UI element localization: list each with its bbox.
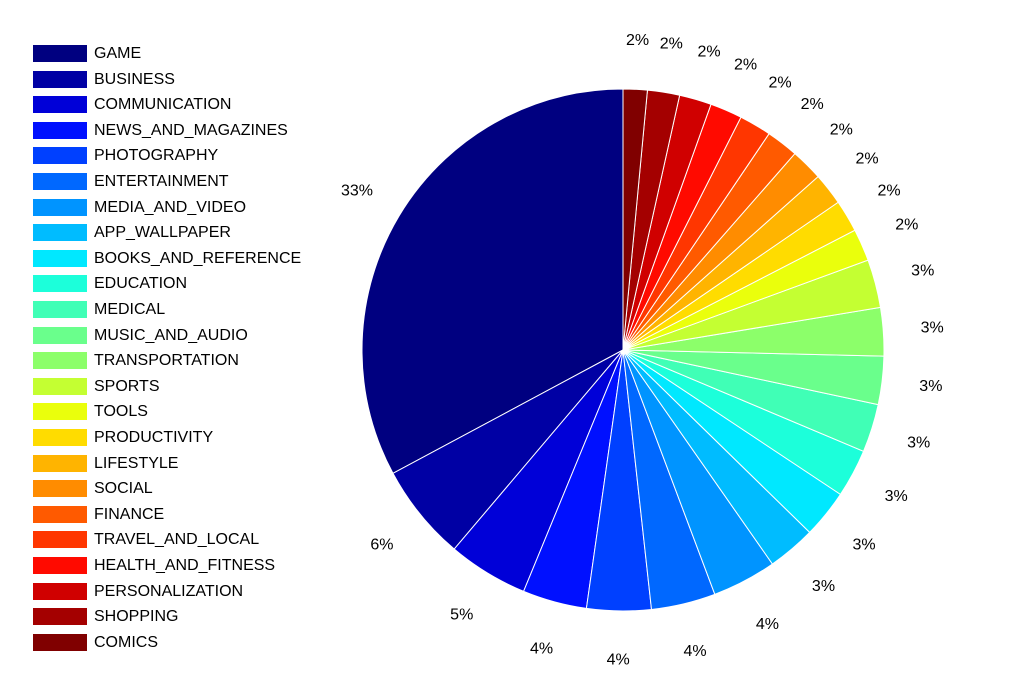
legend-swatch xyxy=(33,505,87,523)
slice-percent-label: 4% xyxy=(683,643,706,660)
legend-label: FINANCE xyxy=(94,505,165,523)
slice-percent-label: 4% xyxy=(607,651,630,668)
legend-swatch xyxy=(33,45,87,62)
slice-percent-label: 2% xyxy=(626,32,649,49)
legend-label: ENTERTAINMENT xyxy=(94,173,229,190)
slice-percent-label: 2% xyxy=(830,121,853,138)
legend-swatch xyxy=(33,352,87,370)
slice-percent-label: 2% xyxy=(877,182,900,199)
legend-swatch xyxy=(33,326,87,344)
legend-label: PHOTOGRAPHY xyxy=(94,147,219,165)
legend-swatch xyxy=(33,121,87,139)
legend-swatch xyxy=(33,96,87,114)
legend-swatch xyxy=(33,275,87,293)
legend-swatch xyxy=(33,480,87,498)
legend-swatch xyxy=(33,633,87,651)
legend-swatch xyxy=(33,224,87,242)
legend-label: EDUCATION xyxy=(94,275,188,293)
legend-swatch xyxy=(33,582,87,600)
legend-swatch xyxy=(33,531,87,549)
slice-percent-label: 2% xyxy=(801,96,824,113)
legend-label: LIFESTYLE xyxy=(94,454,179,472)
legend-label: NEWS_AND_MAGAZINES xyxy=(94,121,288,139)
slice-percent-label: 4% xyxy=(756,616,779,633)
slice-percent-label: 3% xyxy=(853,536,876,553)
legend-swatch xyxy=(33,198,87,216)
slice-percent-label: 6% xyxy=(370,536,393,553)
slice-percent-label: 5% xyxy=(450,606,473,623)
legend-label: MEDICAL xyxy=(94,301,166,318)
pie-slice xyxy=(622,88,648,351)
legend-label: TRANSPORTATION xyxy=(94,352,239,370)
legend-swatch xyxy=(33,70,87,88)
legend-label: SOCIAL xyxy=(94,480,153,498)
legend-label: COMICS xyxy=(94,633,158,651)
slice-percent-label: 3% xyxy=(919,378,942,395)
legend-label: SHOPPING xyxy=(94,608,179,626)
slice-percent-label: 2% xyxy=(895,217,918,234)
slice-percent-label: 3% xyxy=(885,488,908,505)
legend-label: APP_WALLPAPER xyxy=(94,224,231,242)
legend-swatch xyxy=(33,608,87,626)
slice-percent-label: 33% xyxy=(341,182,373,199)
legend-label: TRAVEL_AND_LOCAL xyxy=(94,531,260,549)
legend-swatch xyxy=(33,301,87,318)
legend-label: HEALTH_AND_FITNESS xyxy=(94,557,276,574)
legend-swatch xyxy=(33,403,87,421)
legend-label: MEDIA_AND_VIDEO xyxy=(94,198,247,216)
slice-percent-label: 4% xyxy=(530,641,553,658)
slice-percent-label: 3% xyxy=(812,578,835,595)
slice-percent-label: 2% xyxy=(734,57,757,74)
legend-label: PERSONALIZATION xyxy=(94,582,244,600)
legend-label: SPORTS xyxy=(94,377,160,395)
slice-percent-label: 2% xyxy=(660,35,683,52)
legend-label: COMMUNICATION xyxy=(94,96,232,114)
slice-percent-label: 2% xyxy=(856,150,879,167)
legend-swatch xyxy=(33,557,87,574)
legend-label: BOOKS_AND_REFERENCE xyxy=(94,249,302,267)
pie-slice xyxy=(361,88,624,475)
legend-label: TOOLS xyxy=(94,403,148,421)
legend-swatch xyxy=(33,147,87,165)
slice-percent-label: 3% xyxy=(911,262,934,279)
slice-percent-label: 2% xyxy=(698,44,721,61)
legend-swatch xyxy=(33,173,87,190)
slice-percent-label: 3% xyxy=(907,435,930,452)
legend-label: MUSIC_AND_AUDIO xyxy=(94,326,248,344)
legend-swatch xyxy=(33,377,87,395)
legend-label: PRODUCTIVITY xyxy=(94,429,214,446)
legend-swatch xyxy=(33,249,87,267)
legend-swatch xyxy=(33,454,87,472)
legend-label: GAME xyxy=(94,45,142,62)
legend-label: BUSINESS xyxy=(94,70,175,88)
slice-percent-label: 2% xyxy=(769,74,792,91)
legend-swatch xyxy=(33,429,87,446)
slice-percent-label: 3% xyxy=(921,320,944,337)
